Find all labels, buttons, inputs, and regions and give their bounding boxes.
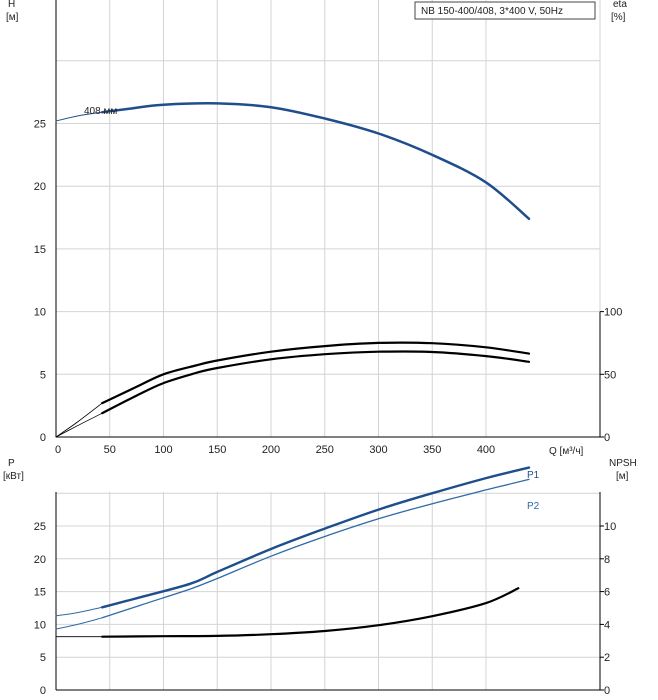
efficiency-curve-extension <box>55 412 103 438</box>
head-tick-label: 10 <box>34 307 46 319</box>
power-tick-label: 5 <box>40 652 46 664</box>
power-axis-label-line1: P <box>8 458 15 469</box>
power-npsh-panel: 0 5 10 15 20 25 0 2 4 6 8 10 P [кВт] NPSH [м] P1 P2 <box>3 458 637 697</box>
power-curve-extension <box>55 617 103 630</box>
q-tick-label: 100 <box>154 444 172 456</box>
q-tick-label: 0 <box>55 444 61 456</box>
npsh-tick-label: 8 <box>604 554 610 566</box>
x-axis-label: Q [м³/ч] <box>549 446 584 457</box>
efficiency-curve <box>101 350 531 415</box>
q-tick-label: 400 <box>477 444 495 456</box>
head-tick-label: 0 <box>40 432 46 444</box>
npsh-tick-label: 0 <box>604 685 610 697</box>
npsh-tick-label: 2 <box>604 652 610 664</box>
q-tick-label: 200 <box>262 444 280 456</box>
head-tick-label: 25 <box>34 119 46 131</box>
npsh-tick-label: 10 <box>604 521 616 533</box>
npsh-tick-label: 4 <box>604 619 610 631</box>
p2-series-label: P2 <box>527 501 540 512</box>
efficiency-curve <box>101 341 531 405</box>
eta-tick-label: 100 <box>604 307 622 319</box>
head-curve <box>100 102 531 221</box>
head-eta-axes <box>55 0 601 438</box>
p1-series-label: P1 <box>527 470 540 481</box>
npsh-tick-label: 6 <box>604 587 610 599</box>
head-axis-label-line2: [м] <box>6 12 19 23</box>
eta-axis-label-line2: [%] <box>611 12 626 23</box>
head-eta-grid <box>55 0 601 438</box>
head-curve-extension <box>55 111 103 122</box>
eta-tick-label: 0 <box>604 432 610 444</box>
power-tick-label: 0 <box>40 685 46 697</box>
q-tick-label: 150 <box>208 444 226 456</box>
q-tick-label: 50 <box>104 444 116 456</box>
power-tick-label: 15 <box>34 587 46 599</box>
head-axis-label-line1: H <box>8 0 15 10</box>
npsh-axis-label-line2: [м] <box>616 471 629 482</box>
p1-power-curve <box>101 466 531 609</box>
chart-title: NB 150-400/408, 3*400 V, 50Hz <box>421 6 563 17</box>
npsh-axis-label-line1: NPSH <box>609 458 637 469</box>
eta-tick-label: 50 <box>604 369 616 381</box>
power-axis-label-line2: [кВт] <box>3 471 24 482</box>
npsh-curve <box>101 587 520 638</box>
power-tick-label: 10 <box>34 619 46 631</box>
head-tick-label: 20 <box>34 181 46 193</box>
power-tick-label: 20 <box>34 554 46 566</box>
q-tick-label: 350 <box>423 444 441 456</box>
title-box <box>414 1 596 20</box>
power-tick-label: 25 <box>34 521 46 533</box>
p2-power-curve <box>101 478 530 619</box>
head-eta-series <box>55 102 531 438</box>
head-tick-label: 5 <box>40 369 46 381</box>
power-npsh-axes <box>55 492 601 691</box>
q-tick-label: 300 <box>369 444 387 456</box>
head-eta-panel: 0 50 100 150 200 250 300 350 4000510152025050100… <box>6 0 627 457</box>
power-curve-extension <box>55 606 103 617</box>
impeller-diameter-annotation: 408 мм <box>84 106 117 117</box>
head-tick-label: 15 <box>34 244 46 256</box>
efficiency-curve-extension <box>55 402 103 438</box>
power-npsh-grid <box>55 492 601 691</box>
power-npsh-series <box>55 466 531 638</box>
eta-axis-label-line1: eta <box>613 0 627 10</box>
q-tick-label: 250 <box>316 444 334 456</box>
power-npsh-tick-labels: 0 5 10 15 20 25 0 2 4 6 8 10 <box>34 521 617 697</box>
